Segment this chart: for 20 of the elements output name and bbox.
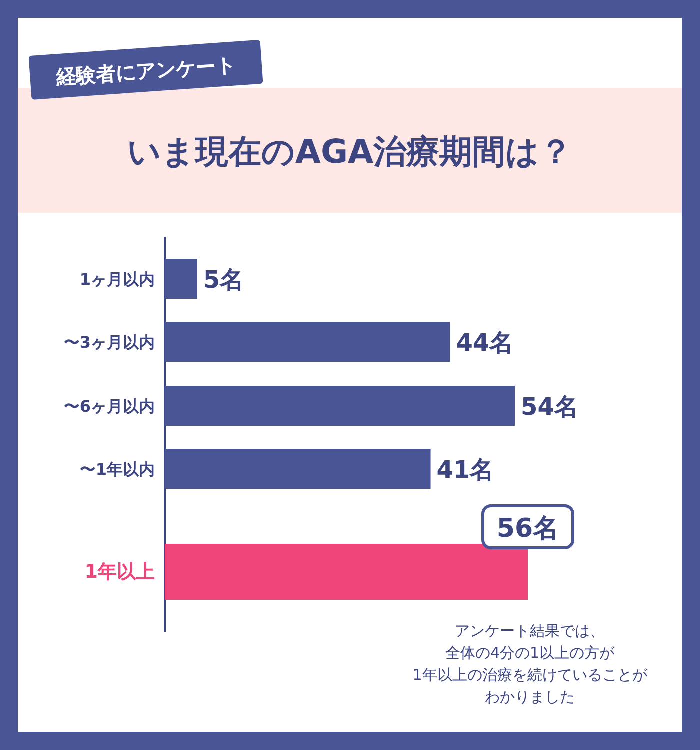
data-label: 41名 <box>436 456 494 484</box>
data-label: 56名 <box>496 514 560 544</box>
y-tick-label: 〜3ヶ月以内 <box>64 333 155 352</box>
data-label: 44名 <box>456 329 514 357</box>
bar <box>165 386 516 426</box>
y-tick-label: 1年以上 <box>84 561 155 583</box>
data-label: 54名 <box>521 393 578 421</box>
chart-subtitle: 経験者にアンケート <box>54 52 237 90</box>
bar <box>165 259 198 299</box>
data-label: 5名 <box>203 266 244 294</box>
annotation: アンケート結果では、 <box>455 622 605 640</box>
bar <box>165 322 450 362</box>
y-tick-label: 〜6ヶ月以内 <box>64 397 155 416</box>
y-tick-label: 〜1年以内 <box>80 460 155 479</box>
text: 1年以上の治療を続けていることが <box>412 666 648 684</box>
bar <box>165 449 431 489</box>
chart-title: いま現在のAGA治療期間は？ <box>127 132 573 171</box>
text: わかりました <box>485 688 575 706</box>
text: 全体の4分の1以上の方が <box>445 644 616 662</box>
y-tick-label: 1ヶ月以内 <box>80 270 155 289</box>
